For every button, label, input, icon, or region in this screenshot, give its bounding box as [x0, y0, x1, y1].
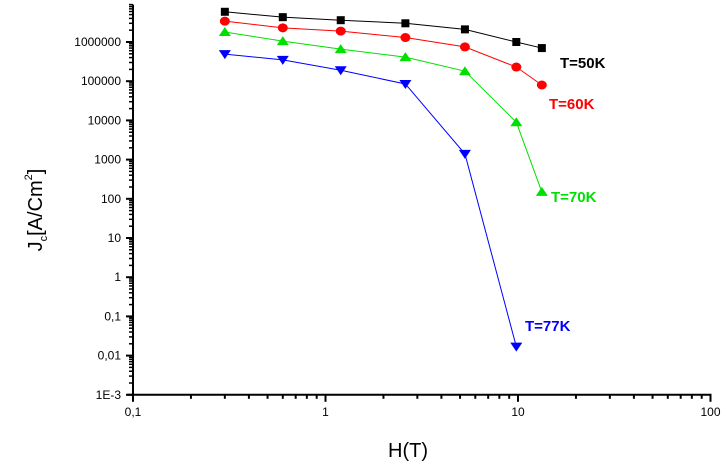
marker-triangle-up: [399, 52, 412, 62]
y-axis-title-sub: c: [38, 235, 50, 241]
y-tick-label: 0,01: [98, 349, 122, 363]
y-tick-label: 0,1: [104, 309, 121, 323]
y-axis-title-main: J: [25, 241, 47, 251]
axes: 1E-3 0,01 0,1 1 10 100 1000 10000 100000 1000000 0…: [74, 3, 721, 419]
series-line-t60k: [224, 20, 543, 86]
marker-triangle-up: [510, 117, 523, 127]
marker-circle: [511, 62, 522, 72]
labels-group: T=50K T=60K T=70K T=77K: [525, 55, 606, 335]
series-group: [218, 7, 548, 352]
y-axis-title-end: ]: [25, 169, 47, 175]
marker-circle: [459, 42, 470, 52]
series-line-t70k: [224, 31, 543, 193]
marker-triangle-down: [458, 149, 471, 159]
marker-circle: [277, 23, 288, 33]
x-axis-title: H(T): [388, 440, 428, 462]
marker-square: [537, 44, 546, 53]
marker-triangle-up: [458, 66, 471, 76]
x-tick-label: 1: [322, 405, 329, 419]
y-tick-label: 1000: [94, 153, 121, 167]
marker-triangle-down: [510, 342, 523, 352]
y-tick-label: 1E-3: [96, 388, 122, 402]
marker-circle: [219, 16, 230, 26]
marker-square: [460, 25, 469, 34]
y-axis-title: Jc[A/Cm2]: [23, 169, 50, 252]
series-line-t50k: [224, 11, 542, 49]
marker-square: [512, 38, 521, 46]
marker-triangle-down: [334, 66, 347, 76]
marker-triangle-down: [399, 79, 412, 89]
marker-circle: [335, 26, 346, 36]
marker-square: [220, 7, 229, 16]
marker-triangle-up: [218, 26, 231, 36]
marker-circle: [400, 33, 411, 43]
series-label: T=60K: [549, 96, 595, 113]
marker-circle: [536, 80, 547, 90]
series-label: T=70K: [551, 189, 597, 206]
y-tick-label: 1000000: [74, 35, 121, 49]
series-label: T=50K: [560, 55, 606, 72]
y-tick-label: 100: [101, 192, 121, 206]
marker-triangle-up: [334, 44, 347, 54]
y-tick-label: 1: [114, 270, 121, 284]
marker-square: [278, 13, 287, 22]
y-tick-label: 10000: [88, 113, 122, 127]
x-tick-label: 100: [700, 405, 720, 419]
x-tick-label: 0,1: [125, 405, 142, 419]
marker-triangle-up: [276, 36, 289, 46]
y-axis-title-rest: [A/Cm: [25, 180, 47, 236]
x-tick-label: 10: [511, 405, 525, 419]
series-label: T=77K: [525, 318, 571, 335]
marker-square: [401, 19, 410, 28]
y-tick-label: 10: [108, 231, 122, 245]
marker-triangle-down: [218, 50, 231, 60]
y-tick-label: 100000: [81, 74, 121, 88]
marker-triangle-down: [276, 55, 289, 65]
series-line-t77k: [224, 53, 517, 347]
marker-triangle-up: [535, 186, 548, 196]
marker-square: [336, 16, 345, 25]
y-axis-title-sup: 2: [23, 174, 35, 180]
